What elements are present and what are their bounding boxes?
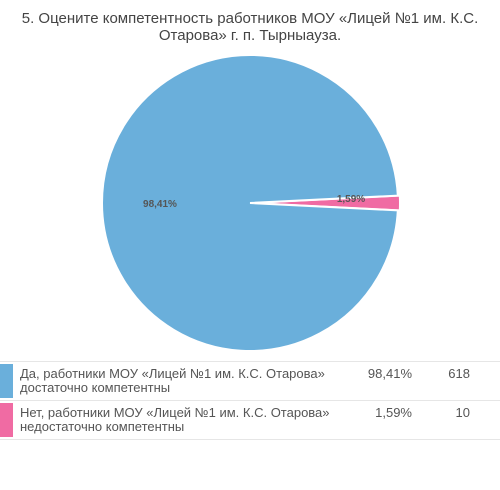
pie-slice-yes	[101, 54, 399, 352]
pie-chart: 98,41% 1,59%	[101, 54, 401, 352]
legend-percent-yes: 98,41%	[367, 366, 412, 381]
chart-title-line-1: 5. Оцените компетентность работников МОУ…	[21, 10, 479, 27]
pie-label-yes: 98,41%	[143, 199, 177, 210]
legend-label-no-line-2: недостаточно компетентны	[20, 419, 185, 434]
chart-title-line-2: Отарова» г. п. Тырныауза.	[158, 27, 342, 44]
pie-label-no: 1,59%	[337, 194, 365, 205]
legend-label-no: Нет, работники МОУ «Лицей №1 им. К.С. От…	[20, 406, 350, 434]
legend-label-yes-line-1: Да, работники МОУ «Лицей №1 им. К.С. Ота…	[20, 366, 325, 381]
legend-row-no: Нет, работники МОУ «Лицей №1 им. К.С. От…	[0, 400, 500, 440]
legend-count-no: 10	[455, 405, 470, 420]
legend-swatch-yes	[0, 364, 13, 398]
legend-count-yes: 618	[448, 366, 470, 381]
legend-percent-no: 1,59%	[375, 405, 412, 420]
legend-row-yes: Да, работники МОУ «Лицей №1 им. К.С. Ота…	[0, 361, 500, 400]
chart-title: 5. Оцените компетентность работников МОУ…	[0, 10, 500, 44]
legend-label-no-line-1: Нет, работники МОУ «Лицей №1 им. К.С. От…	[20, 405, 330, 420]
legend-table: Да, работники МОУ «Лицей №1 им. К.С. Ота…	[0, 361, 500, 440]
legend-label-yes: Да, работники МОУ «Лицей №1 им. К.С. Ота…	[20, 367, 350, 395]
legend-label-yes-line-2: достаточно компетентны	[20, 380, 171, 395]
legend-swatch-no	[0, 403, 13, 437]
pie-slice-no	[251, 194, 401, 212]
